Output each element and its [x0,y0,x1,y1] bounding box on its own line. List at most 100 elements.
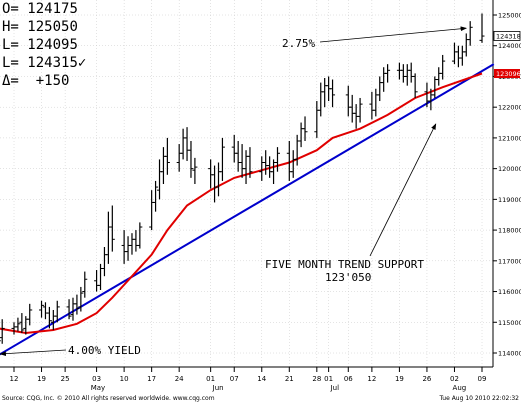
ohlc-bar [381,67,387,92]
ohlc-bar [290,150,296,178]
y-tick-label: 121000 [498,134,521,142]
ohlc-bar [247,147,253,178]
ohlc-low-value: 124095 [27,37,78,53]
ohlc-bar [459,45,465,66]
ohlc-bar [129,233,135,255]
ohlc-bar [46,306,52,329]
x-tick-label: 09 [478,375,487,383]
ohlc-change-row: Δ= +150 [2,73,69,89]
ohlc-bar [274,147,280,172]
chart-axes [0,0,494,368]
ohlc-bar [153,180,159,212]
y-tick-label: 120000 [498,165,521,173]
copyright-text: Source: CQG, Inc. © 2010 All rights rese… [2,395,215,402]
ohlc-open-key: O= [2,1,19,17]
ohlc-bar [184,127,190,161]
ohlc-bar [412,73,418,98]
ohlc-open-value: 124175 [27,1,78,17]
x-tick-label: 24 [175,375,184,383]
ohlc-bar [137,222,143,249]
y-tick-label: 119000 [498,196,521,204]
ohlc-bar [105,211,111,264]
chart-grid [0,0,493,367]
x-tick-label: 12 [367,375,376,383]
ohlc-bar [377,76,383,102]
annotation-arrow-400 [0,349,67,357]
x-tick-label: 10 [120,375,129,383]
ohlc-bar [294,134,300,166]
last-price-flag [493,31,521,41]
ohlc-bar [74,294,80,315]
y-tick-label: 124000 [498,42,521,50]
y-axis-ticks: 1250001240001230001220001210001200001190… [493,12,521,358]
ohlc-last-row: L= 124315✓ [2,55,86,71]
ohlc-bar [164,137,170,175]
annotation-arrow-trend [369,123,437,257]
x-tick-label: 07 [230,375,239,383]
ohlc-high-value: 125050 [27,19,78,35]
ma-price-label: 123096 [496,70,521,78]
x-tick-label: 01 [206,375,215,383]
ohlc-bar [263,150,269,175]
ohlc-bar [436,67,442,86]
ohlc-bar [298,122,304,148]
trend-support-line [0,63,495,356]
x-tick-label: 03 [92,375,101,383]
x-tick-label: 17 [147,375,156,383]
x-tick-label: 26 [422,375,431,383]
moving-average [0,72,483,335]
y-tick-label: 116000 [498,288,521,296]
x-month-label: Aug [453,384,467,392]
ohlc-bar [330,79,336,108]
ohlc-bar [66,299,72,320]
ohlc-bar [400,64,406,83]
y-tick-label: 125000 [498,12,521,20]
ohlc-bar [0,340,1,342]
ohlc-bar [157,159,163,200]
ohlc-high-key: H= [2,19,19,35]
ohlc-bar [160,147,166,184]
ohlc-bar [180,128,186,160]
ohlc-bar [15,317,21,332]
ohlc-bar [463,33,469,57]
ohlc-bar [121,230,127,264]
ohlc-bar [50,309,56,330]
timestamp-text: Tue Aug 10 2010 22:02:32 [439,395,520,402]
x-month-label: Jul [330,384,340,392]
ohlc-bar [357,97,363,123]
ohlc-bars [0,13,485,344]
ohlc-bar [479,13,485,43]
ohlc-bar [467,21,473,46]
ohlc-bar [235,140,241,172]
ohlc-bar [239,144,245,178]
x-tick-label: 25 [61,375,70,383]
ohlc-bar [345,85,351,117]
y-tick-label: 117000 [498,257,521,265]
ohlc-bar [302,116,308,141]
ohlc-bar [39,300,45,318]
ohlc-low-row: L= 124095 [2,37,78,53]
ohlc-bar [101,246,107,277]
ohlc-bar [54,300,60,323]
x-tick-label: 12 [10,375,19,383]
x-tick-label: 01 [324,375,333,383]
x-month-label: May [91,384,105,392]
ohlc-change-key: Δ= [2,73,19,89]
ohlc-change-value: +150 [35,73,70,89]
x-tick-label: 28 [312,375,321,383]
ohlc-bar [98,263,104,291]
y-tick-label: 115000 [498,319,521,327]
ohlc-bar [219,137,225,181]
ohlc-bar [149,190,155,231]
x-tick-label: 19 [395,375,404,383]
ohlc-bar [322,77,328,108]
ohlc-bar [125,236,131,261]
annotation-yield-400: 4.00% YIELD [68,344,141,357]
annotation-trend-value: 123'050 [325,271,371,284]
ohlc-bar [243,150,249,184]
x-tick-label: 06 [344,375,353,383]
ohlc-last-key: L= [2,55,19,71]
ohlc-bar [82,271,88,298]
ohlc-bar [192,157,198,184]
